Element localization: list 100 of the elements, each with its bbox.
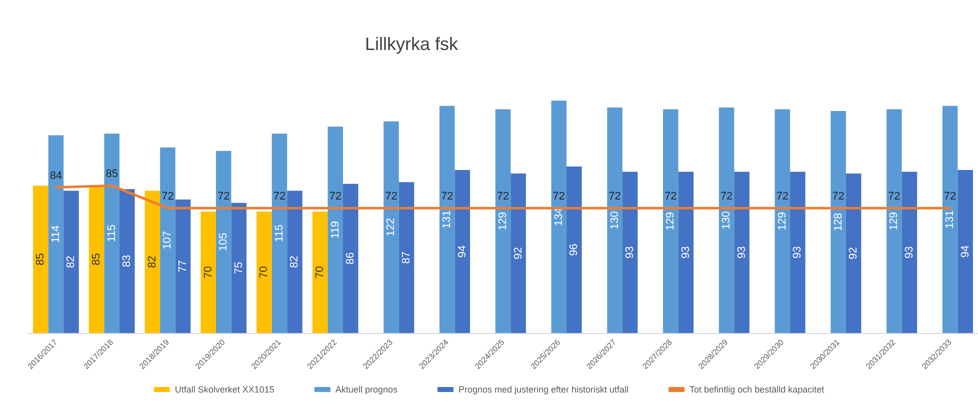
data-label: 86 (344, 252, 357, 265)
data-label: 93 (736, 246, 748, 258)
bar (886, 109, 902, 333)
bar (439, 106, 455, 333)
data-label: 84 (50, 170, 62, 182)
data-label: 130 (720, 211, 733, 230)
data-label: 72 (273, 190, 286, 203)
data-label: 128 (832, 212, 844, 232)
data-label: 72 (608, 190, 621, 203)
legend-label: Utfall Skolverket XX1015 (174, 384, 274, 394)
bar (958, 170, 973, 333)
data-label: 72 (162, 190, 174, 203)
data-label: 70 (202, 266, 214, 278)
bar (216, 150, 232, 333)
bar (48, 135, 64, 333)
bar (510, 173, 526, 333)
data-label: 72 (832, 190, 844, 203)
bar (119, 189, 135, 333)
data-label: 93 (680, 246, 692, 258)
data-label: 92 (512, 247, 524, 260)
bar (830, 111, 846, 333)
bar (846, 173, 862, 333)
data-label: 83 (121, 254, 134, 268)
bar (551, 100, 567, 333)
data-label: 72 (496, 190, 510, 203)
data-label: 77 (176, 260, 189, 272)
bar (607, 108, 622, 333)
bar (104, 134, 120, 333)
data-label: 72 (385, 190, 398, 203)
data-label: 75 (232, 262, 245, 274)
data-label: 107 (162, 231, 174, 250)
data-label: 134 (552, 208, 565, 226)
data-label: 72 (329, 190, 342, 203)
data-label: 85 (106, 168, 118, 180)
bar (342, 184, 358, 333)
bar (566, 166, 582, 333)
bar (160, 147, 176, 333)
bar (64, 190, 79, 333)
bar (902, 172, 918, 333)
bar (718, 108, 734, 333)
bar (256, 212, 272, 333)
bar (231, 202, 246, 333)
bar (622, 172, 638, 333)
bar (942, 106, 958, 333)
data-label: 129 (888, 212, 900, 230)
data-label: 96 (568, 244, 580, 256)
bar (495, 109, 511, 333)
bar (88, 186, 104, 333)
bar (328, 126, 343, 333)
data-label: 87 (400, 251, 413, 264)
data-label: 131 (944, 210, 956, 229)
data-label: 93 (792, 246, 804, 258)
data-label: 122 (385, 218, 398, 236)
data-label: 72 (888, 190, 900, 203)
bar (790, 172, 806, 333)
bar (454, 170, 470, 333)
legend-label: Aktuell prognos (335, 384, 398, 394)
data-label: 115 (273, 224, 286, 242)
data-label: 130 (608, 211, 621, 230)
data-label: 70 (258, 266, 270, 278)
data-label: 93 (903, 246, 916, 258)
data-label: 72 (776, 190, 789, 203)
data-label: 94 (959, 245, 972, 258)
data-label: 82 (65, 256, 78, 268)
bar (384, 121, 399, 333)
bar (33, 186, 48, 333)
bar (398, 182, 414, 333)
data-label: 72 (664, 190, 677, 203)
data-label: 72 (720, 190, 733, 203)
bar (287, 190, 302, 333)
data-label: 72 (552, 190, 566, 203)
data-label: 131 (441, 210, 454, 229)
bar (144, 190, 160, 333)
data-label: 92 (848, 247, 860, 260)
bar (200, 212, 216, 333)
data-label: 82 (146, 256, 158, 268)
data-label: 85 (90, 253, 103, 266)
bar (774, 109, 790, 333)
data-label: 129 (664, 212, 677, 230)
data-label: 72 (217, 190, 230, 203)
bar (663, 109, 678, 333)
data-label: 94 (456, 245, 468, 258)
bar (272, 134, 288, 333)
bar (734, 172, 750, 333)
data-label: 72 (440, 190, 454, 203)
chart-title: Lillkyrka fsk (365, 34, 460, 54)
data-label: 115 (106, 224, 118, 242)
data-label: 105 (218, 232, 230, 252)
data-label: 93 (624, 246, 636, 258)
data-label: 72 (944, 190, 956, 203)
bar (678, 172, 694, 333)
legend-label: Tot befintlig och beställd kapacitet (690, 384, 825, 394)
data-label: 129 (497, 212, 509, 230)
data-label: 114 (50, 225, 62, 243)
data-label: 82 (288, 256, 301, 268)
data-label: 70 (314, 266, 326, 278)
data-label: 85 (34, 253, 47, 266)
data-label: 119 (329, 221, 342, 239)
bar (175, 199, 191, 333)
bar (312, 212, 328, 333)
